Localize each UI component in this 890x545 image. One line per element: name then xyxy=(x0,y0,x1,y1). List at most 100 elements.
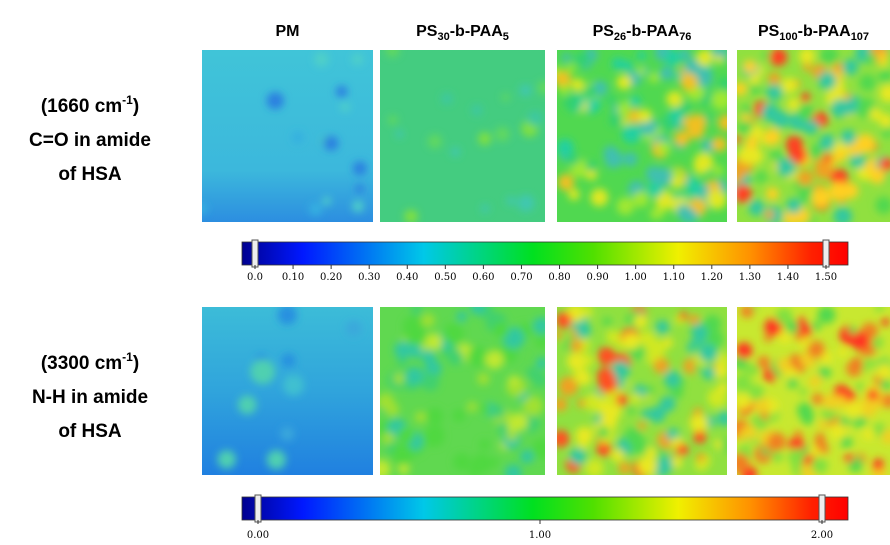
tick-label: 1.20 xyxy=(701,272,723,283)
heatmap-blob xyxy=(817,307,836,324)
heatmap-blob xyxy=(575,323,592,339)
heatmap-blob xyxy=(597,346,616,366)
heatmap-blob xyxy=(335,85,348,98)
column-header: PS100-b-PAA107 xyxy=(758,23,869,43)
heatmap-blob xyxy=(266,450,286,470)
header-part: 5 xyxy=(503,31,509,43)
heatmap-texture xyxy=(385,50,545,222)
heatmap-blob xyxy=(760,103,780,122)
heatmap-blob xyxy=(609,113,624,127)
heatmap-blob xyxy=(519,84,532,97)
heatmap-blob xyxy=(492,322,509,338)
heatmap-blob xyxy=(693,430,707,444)
heatmap-blob xyxy=(615,393,628,406)
heatmap-blob xyxy=(676,203,691,219)
heatmap-blob xyxy=(866,388,879,401)
heatmap-blob xyxy=(775,307,793,325)
heatmap-blob xyxy=(309,202,323,216)
heatmap-blob xyxy=(237,395,257,415)
heatmap-blob xyxy=(421,349,436,364)
heatmap-blob xyxy=(749,81,762,95)
heatmap-blob xyxy=(797,170,814,186)
heatmap-blob xyxy=(322,196,331,206)
heatmap-blob xyxy=(846,360,863,377)
heatmap-blob xyxy=(396,356,408,367)
heatmap-blob xyxy=(767,432,787,452)
tick-label: 0.50 xyxy=(434,272,456,283)
heatmap-blob xyxy=(717,382,727,393)
heatmap-blob xyxy=(394,340,413,359)
heatmap-blob xyxy=(794,331,805,342)
heatmap-blob xyxy=(737,118,753,134)
colorbar-slider xyxy=(251,239,259,268)
heatmap-texture xyxy=(737,307,890,475)
heatmap-blob xyxy=(674,130,690,147)
heatmap-blob xyxy=(810,456,828,474)
heatmap-texture xyxy=(557,50,727,222)
heatmap-blob xyxy=(702,367,716,380)
heatmap-blob xyxy=(881,429,890,445)
heatmap-blob xyxy=(622,332,640,350)
heatmap-blob xyxy=(714,55,724,65)
heatmap-blob xyxy=(875,307,884,312)
heatmap-blob xyxy=(616,74,632,90)
heatmap-blob xyxy=(485,350,504,370)
heatmap-blob xyxy=(693,152,714,173)
heatmap-blob xyxy=(266,92,284,110)
heatmap-blob xyxy=(869,108,882,121)
heatmap-blob xyxy=(504,464,522,475)
tick-label: 1.30 xyxy=(739,272,761,283)
heatmap-blob xyxy=(466,401,478,412)
colorbar-slider xyxy=(254,494,262,523)
heatmap-blob xyxy=(864,357,874,368)
heatmap-panel xyxy=(737,307,890,475)
heatmap-blob xyxy=(878,69,890,84)
heatmap-blob xyxy=(351,53,364,66)
row-label: of HSA xyxy=(58,421,122,442)
heatmap-blob xyxy=(711,136,727,152)
heatmap-blob xyxy=(881,126,890,138)
heatmap-blob xyxy=(423,425,445,448)
heatmap-blob xyxy=(569,447,587,466)
heatmap-blob xyxy=(737,394,752,410)
tick-label: 0.70 xyxy=(510,272,532,283)
heatmap-blob xyxy=(707,388,727,408)
heatmap-blob xyxy=(755,171,768,183)
row-label-part: of HSA xyxy=(58,421,122,442)
heatmap-blob xyxy=(501,93,510,102)
heatmap-blob xyxy=(532,317,545,335)
heatmap-blob xyxy=(764,318,783,337)
heatmap-blob xyxy=(811,393,824,405)
heatmap-blob xyxy=(760,412,769,421)
heatmap-blob xyxy=(626,406,635,415)
heatmap-blob xyxy=(781,77,797,94)
heatmap-blob xyxy=(786,198,802,214)
heatmap-blob xyxy=(583,84,598,99)
heatmaps xyxy=(202,50,890,475)
heatmap-blob xyxy=(352,200,364,213)
heatmap-panel xyxy=(202,50,373,222)
heatmap-blob xyxy=(800,92,811,103)
row-label-part: of HSA xyxy=(58,164,122,185)
heatmap-blob xyxy=(876,363,890,380)
heatmap-blob xyxy=(850,331,870,351)
heatmap-blob xyxy=(828,181,848,201)
heatmap-blob xyxy=(842,182,859,199)
heatmap-blob xyxy=(769,149,783,162)
row-label: (1660 cm-1) xyxy=(41,93,139,117)
heatmap-blob xyxy=(819,50,839,66)
heatmap-blob xyxy=(492,404,506,419)
heatmap-blob xyxy=(506,431,517,442)
heatmap-blob xyxy=(478,439,491,451)
header-part: 100 xyxy=(779,31,797,43)
heatmap-blob xyxy=(833,395,847,409)
heatmap-blob xyxy=(385,402,400,417)
heatmap-blob xyxy=(865,53,877,65)
heatmap-blob xyxy=(670,176,683,189)
heatmap-blob xyxy=(637,109,652,124)
heatmap-blob xyxy=(426,407,444,425)
heatmap-texture xyxy=(217,307,362,470)
heatmap-blob xyxy=(855,382,865,392)
heatmap-base xyxy=(202,50,373,222)
heatmap-blob xyxy=(743,60,757,74)
